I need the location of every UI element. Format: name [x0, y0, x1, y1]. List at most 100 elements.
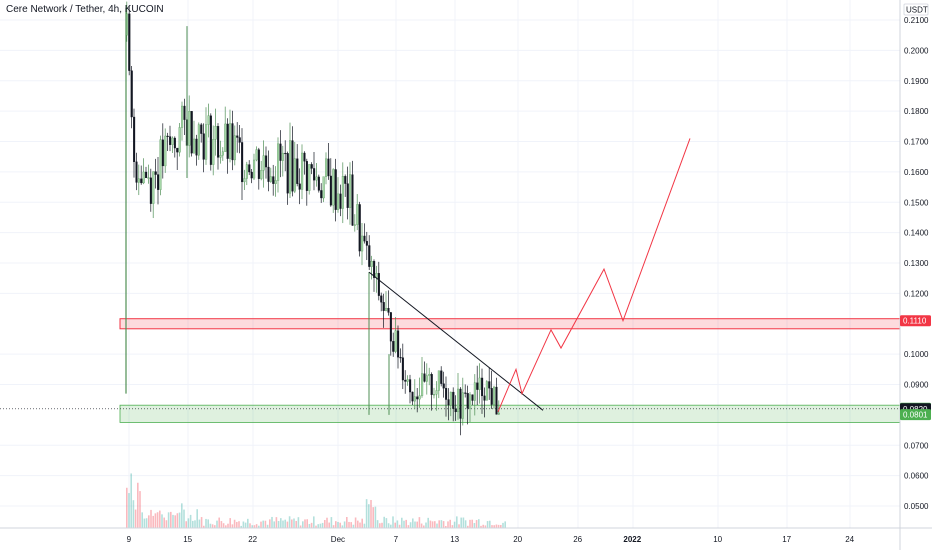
- volume-bar: [363, 523, 366, 528]
- candle-body: [173, 137, 176, 149]
- volume-bar: [134, 509, 137, 528]
- candle-body: [437, 370, 440, 391]
- time-tick-label: 22: [248, 535, 257, 544]
- candle-body: [351, 174, 354, 226]
- candle-body: [310, 164, 313, 169]
- volume-bar: [491, 525, 493, 528]
- volume-bar: [291, 519, 293, 528]
- price-tag: [900, 315, 931, 327]
- candle-body: [346, 183, 349, 208]
- volume-bar: [275, 517, 278, 528]
- volume-bar: [238, 521, 240, 528]
- candle-body: [459, 388, 462, 419]
- volume-bar: [478, 519, 480, 528]
- price-tick-label: 0.1800: [904, 107, 929, 116]
- currency-box: [903, 3, 929, 16]
- drawings: [368, 138, 691, 413]
- volume-bar: [396, 520, 399, 528]
- price-axis[interactable]: 0.2100 0.2000 0.1900 0.1800 0.1700 0.1600 0.15…: [899, 0, 929, 550]
- candle-body: [380, 295, 383, 303]
- volume-bar: [370, 499, 372, 528]
- price-tick-label: 0.1600: [904, 168, 929, 177]
- candle-body: [433, 394, 436, 396]
- time-axis[interactable]: 9 15 22 Dec 7 13 20 26 2022 10 17 24: [0, 527, 932, 544]
- candle-body: [229, 123, 232, 159]
- candle-body: [394, 330, 397, 352]
- volume-bar: [148, 515, 150, 528]
- price-tick-label: 0.1400: [904, 229, 929, 238]
- candle-body: [341, 176, 344, 209]
- candle-body: [473, 382, 476, 401]
- volume-bar: [143, 518, 146, 528]
- volume-bar: [379, 523, 381, 528]
- candle-body: [281, 152, 284, 161]
- candle-body: [149, 177, 152, 204]
- volume-bar: [475, 520, 478, 528]
- volume-bar: [497, 524, 500, 528]
- volume-bar: [196, 509, 198, 528]
- volume-bar: [297, 517, 300, 528]
- volume-bar: [456, 516, 458, 528]
- candle-body: [478, 377, 481, 390]
- candle-body: [464, 392, 467, 394]
- candle-body: [397, 330, 400, 358]
- volume-bar: [187, 518, 190, 528]
- candle-body: [248, 164, 251, 173]
- volume-histogram: [126, 473, 506, 528]
- volume-bar: [233, 519, 236, 528]
- volume-bar: [504, 521, 506, 528]
- candle-body: [454, 408, 457, 413]
- time-tick-label: 2022: [623, 535, 641, 544]
- volume-bar: [222, 523, 225, 528]
- candle-body: [293, 158, 296, 192]
- volume-bar: [310, 522, 313, 528]
- volume-bar: [372, 507, 374, 528]
- volume-bar: [251, 525, 253, 528]
- volume-bar: [236, 521, 238, 528]
- candle-body: [262, 155, 265, 171]
- volume-bar: [304, 519, 306, 528]
- volume-bar: [288, 516, 291, 528]
- volume-bar: [495, 524, 498, 528]
- volume-bar: [269, 519, 271, 528]
- volume-bar: [194, 520, 196, 528]
- volume-bar: [321, 522, 324, 528]
- volume-bar: [493, 525, 495, 528]
- volume-bar: [365, 499, 368, 528]
- candle-body: [214, 126, 217, 140]
- candle-body: [401, 357, 404, 381]
- candle-body: [339, 193, 342, 209]
- candle-body: [238, 137, 241, 143]
- candle-body: [481, 377, 484, 397]
- volume-bar: [167, 512, 170, 528]
- time-tick-label: 7: [394, 535, 399, 544]
- volume-bar: [328, 522, 330, 528]
- price-tick-label: 0.1200: [904, 289, 929, 298]
- volume-bar: [183, 509, 185, 528]
- time-tick-label: 20: [513, 535, 522, 544]
- candle-body: [305, 161, 308, 191]
- volume-bar: [374, 506, 377, 528]
- candlestick-series: [125, 1, 500, 436]
- volume-bar: [214, 525, 216, 528]
- candle-body: [428, 374, 431, 376]
- price-tick-label: 0.2100: [904, 16, 929, 25]
- price-tick-label: 0.1700: [904, 138, 929, 147]
- volume-bar: [255, 524, 258, 528]
- volume-bar: [438, 520, 440, 528]
- volume-bar: [361, 518, 363, 528]
- volume-bar: [394, 522, 396, 528]
- candle-body: [457, 388, 460, 413]
- candle-body: [385, 307, 388, 311]
- volume-bar: [152, 515, 154, 528]
- volume-bar: [282, 520, 284, 528]
- candle-body: [286, 153, 289, 194]
- volume-bar: [163, 517, 165, 528]
- price-tag-label: 0.1110: [903, 317, 927, 326]
- candle-body: [301, 152, 304, 190]
- candle-body: [329, 175, 332, 206]
- volume-bar: [469, 519, 471, 528]
- candle-body: [313, 168, 316, 181]
- candle-body: [361, 235, 364, 252]
